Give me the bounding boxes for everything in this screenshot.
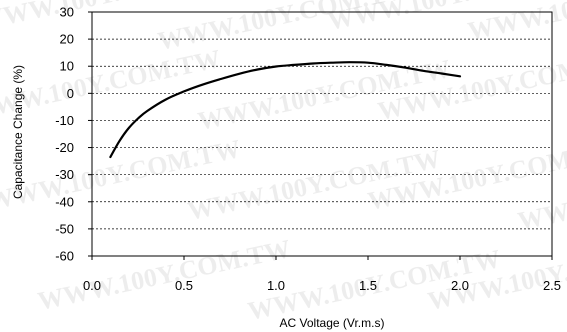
y-tick-label: 10 <box>60 59 74 74</box>
y-tick-label: 0 <box>67 86 74 101</box>
y-axis-ticks: 30 20 10 0 -10 -20 -30 -40 -50 -60 <box>55 5 92 264</box>
y-tick-label: 30 <box>60 5 74 20</box>
y-tick-label: -10 <box>55 113 74 128</box>
y-tick-label: 20 <box>60 32 74 47</box>
y-axis-title: Capacitance Change (%) <box>11 65 25 199</box>
gridlines <box>92 38 552 230</box>
y-tick-label: -60 <box>55 249 74 264</box>
x-axis-ticks: 0.0 0.5 1.0 1.5 2.0 2.5 <box>83 256 561 293</box>
y-tick-label: -20 <box>55 140 74 155</box>
x-tick-label: 1.0 <box>267 278 285 293</box>
y-tick-label: -40 <box>55 194 74 209</box>
plot-area-frame <box>91 11 553 257</box>
x-tick-label: 2.0 <box>451 278 469 293</box>
watermark-text: WWW.100Y.COM.TW <box>0 44 223 126</box>
series-line <box>109 61 462 159</box>
x-axis-title: AC Voltage (Vr.m.s) <box>280 316 385 330</box>
x-tick-label: 1.5 <box>359 278 377 293</box>
y-tick-label: -50 <box>55 221 74 236</box>
x-tick-label: 0.5 <box>175 278 193 293</box>
y-tick-label: -30 <box>55 167 74 182</box>
x-tick-label: 2.5 <box>543 278 561 293</box>
x-tick-label: 0.0 <box>83 278 101 293</box>
